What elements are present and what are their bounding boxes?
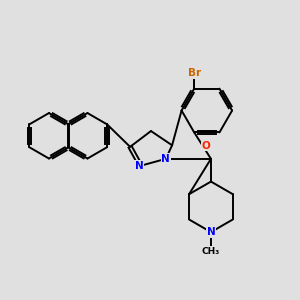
Text: CH₃: CH₃ <box>202 247 220 256</box>
Text: Br: Br <box>188 68 201 78</box>
Text: N: N <box>207 227 215 237</box>
Text: N: N <box>135 161 143 171</box>
Text: N: N <box>161 154 170 164</box>
Text: O: O <box>202 141 211 151</box>
